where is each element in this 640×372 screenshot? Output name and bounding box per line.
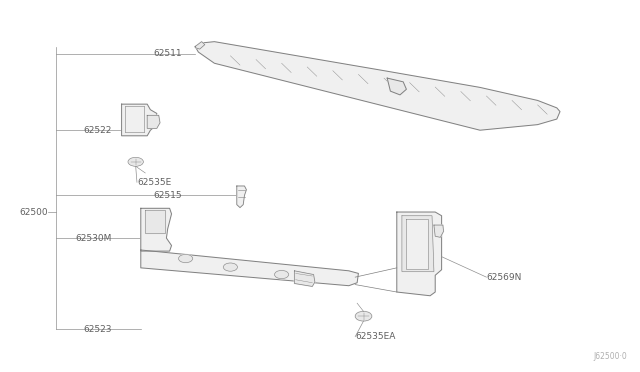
Polygon shape (402, 216, 434, 272)
Text: 62515: 62515 (154, 191, 182, 200)
Text: 62535E: 62535E (138, 178, 172, 187)
Polygon shape (147, 115, 160, 128)
Polygon shape (195, 42, 205, 49)
Text: 62569N: 62569N (486, 273, 522, 282)
Text: 62511: 62511 (154, 49, 182, 58)
Polygon shape (195, 42, 560, 130)
Polygon shape (141, 208, 172, 251)
Text: 62500: 62500 (19, 208, 48, 217)
Circle shape (128, 157, 143, 166)
Polygon shape (397, 212, 442, 296)
Text: 62522: 62522 (84, 126, 112, 135)
Polygon shape (294, 271, 315, 286)
Polygon shape (434, 225, 444, 237)
Polygon shape (387, 78, 406, 95)
Text: 62535EA: 62535EA (355, 332, 396, 341)
Circle shape (179, 254, 193, 263)
Text: 62523: 62523 (83, 325, 112, 334)
Circle shape (355, 311, 372, 321)
Polygon shape (122, 104, 157, 136)
Circle shape (275, 270, 289, 279)
Polygon shape (145, 210, 165, 232)
Polygon shape (237, 186, 246, 208)
Polygon shape (141, 250, 358, 286)
Text: J62500·0: J62500·0 (593, 352, 627, 361)
Polygon shape (406, 219, 428, 269)
Circle shape (223, 263, 237, 271)
Text: 62530M: 62530M (76, 234, 112, 243)
